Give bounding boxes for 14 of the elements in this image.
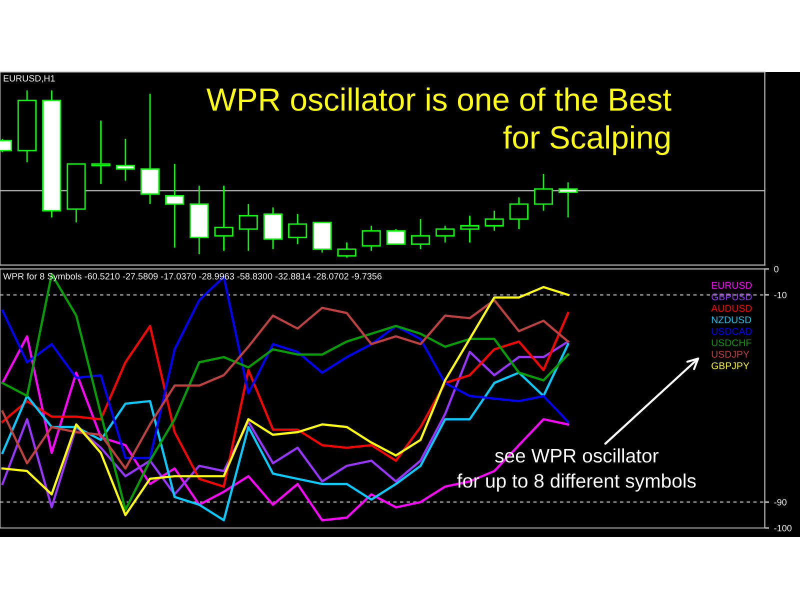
text: GBPUSD bbox=[712, 293, 752, 300]
y-tick-label: -10 bbox=[774, 292, 787, 298]
text: GBPJPY bbox=[712, 362, 750, 370]
y-tick-label: 0 bbox=[774, 266, 778, 272]
y-tick-label: -100 bbox=[774, 524, 792, 532]
text: NZDUSD bbox=[712, 316, 752, 324]
text: USDCHF bbox=[712, 339, 752, 346]
text: AUDUSD bbox=[711, 304, 752, 312]
annotation: WPR oscillator is one of the Best for Scalping bbox=[206, 87, 672, 156]
text: USDCAD bbox=[712, 328, 752, 335]
text: EURUSD bbox=[712, 282, 752, 289]
chart-title: EURUSD,H1 bbox=[4, 75, 55, 83]
text: USDJPY bbox=[712, 350, 750, 358]
y-tick-label: -90 bbox=[774, 499, 787, 506]
